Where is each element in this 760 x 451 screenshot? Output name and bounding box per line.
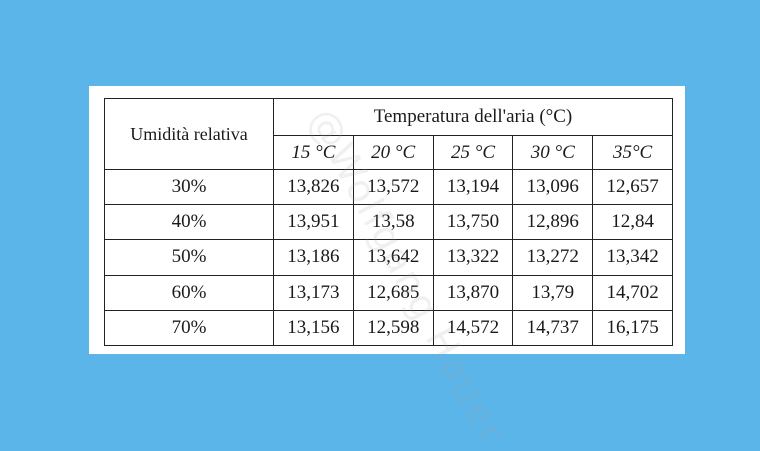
table-cell: 13,572: [352, 168, 434, 206]
table-cell: 13,58: [352, 204, 434, 241]
column-header-25c: 25 °C: [432, 135, 514, 170]
table-cell: 13,173: [273, 274, 354, 311]
table-cell: 13,951: [273, 204, 354, 241]
table-cell: 16,175: [592, 309, 673, 347]
row-header-relative-humidity: Umidità relativa: [104, 98, 274, 170]
table-cell: 14,702: [592, 274, 673, 311]
table-cell: 13,272: [512, 239, 594, 276]
row-label-50: 50%: [104, 239, 274, 276]
row-label-40: 40%: [104, 204, 274, 241]
table-cell: 12,84: [592, 204, 673, 241]
table-row: 70% 13,156 12,598 14,572 14,737 16,175: [104, 309, 673, 347]
table-cell: 13,322: [432, 239, 514, 276]
table-cell: 13,870: [432, 274, 514, 311]
table-cell: 12,598: [352, 309, 434, 347]
table-row: 40% 13,951 13,58 13,750 12,896 12,84: [104, 204, 673, 241]
table-row: 60% 13,173 12,685 13,870 13,79 14,702: [104, 274, 673, 311]
table-row: 30% 13,826 13,572 13,194 13,096 12,657: [104, 168, 673, 206]
table-cell: 12,657: [592, 168, 673, 206]
table-cell: 13,342: [592, 239, 673, 276]
table-cell: 13,750: [432, 204, 514, 241]
group-header-air-temperature: Temperatura dell'aria (°C): [273, 98, 673, 136]
header-row-temperatures: 15 °C 20 °C 25 °C 30 °C 35°C: [105, 135, 673, 170]
row-label-30: 30%: [104, 168, 274, 206]
table-panel: Umidità relativa Temperatura dell'aria (…: [89, 86, 685, 451]
table-cell: 13,826: [273, 168, 354, 206]
table-row: 50% 13,186 13,642 13,322 13,272 13,342: [104, 239, 673, 276]
table-cell: 13,156: [273, 309, 354, 347]
table-cell: 12,685: [352, 274, 434, 311]
column-header-30c: 30 °C: [512, 135, 594, 170]
column-header-20c: 20 °C: [352, 135, 434, 170]
table-cell: 13,79: [512, 274, 594, 311]
humidity-temperature-table: Umidità relativa Temperatura dell'aria (…: [104, 98, 673, 347]
table-cell: 13,194: [432, 168, 514, 206]
column-header-35c: 35°C: [592, 135, 673, 170]
header-row-top: Umidità relativa Temperatura dell'aria (…: [104, 98, 673, 170]
table-cell: 12,896: [512, 204, 594, 241]
table-cell: 13,642: [352, 239, 434, 276]
column-header-15c: 15 °C: [273, 135, 354, 170]
table-cell: 13,096: [512, 168, 594, 206]
row-label-60: 60%: [104, 274, 274, 311]
table-cell: 13,186: [273, 239, 354, 276]
row-label-70: 70%: [104, 309, 274, 347]
table-cell: 14,572: [432, 309, 514, 347]
table-cell: 14,737: [512, 309, 594, 347]
